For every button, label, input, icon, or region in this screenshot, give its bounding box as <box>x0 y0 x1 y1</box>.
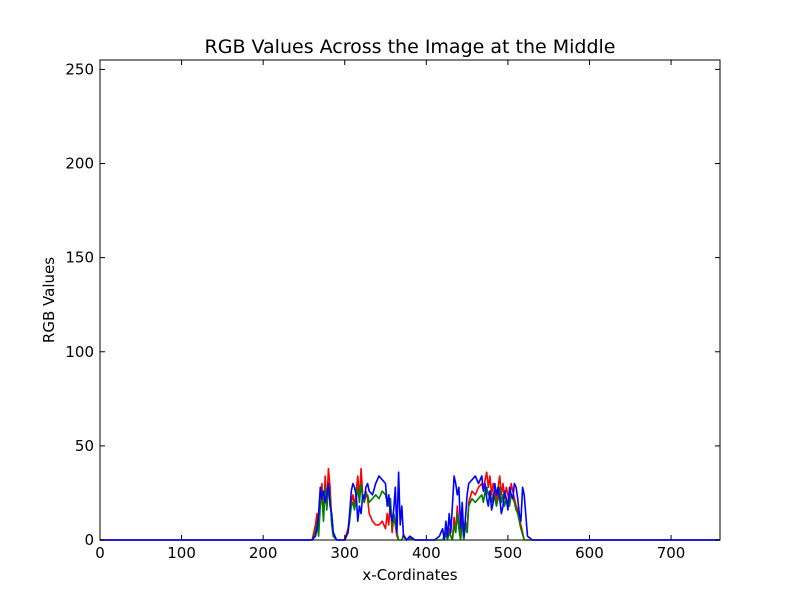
plot-area <box>99 59 721 541</box>
series-line-2 <box>100 471 720 541</box>
x-tick-label: 300 <box>330 544 359 562</box>
x-axis-label: x-Cordinates <box>362 566 457 584</box>
series-layer <box>100 467 720 541</box>
x-tick-label: 600 <box>575 544 604 562</box>
x-tick-label: 700 <box>657 544 686 562</box>
x-tick-label: 200 <box>249 544 278 562</box>
y-tick-label: 50 <box>75 437 94 455</box>
x-tick-label: 400 <box>412 544 441 562</box>
plot-frame <box>99 59 721 541</box>
y-tick-label: 150 <box>65 249 94 267</box>
y-tick-label: 250 <box>65 60 94 78</box>
x-tick-label: 0 <box>95 544 105 562</box>
x-tick-label: 100 <box>167 544 196 562</box>
y-axis-label: RGB Values <box>40 257 58 343</box>
ticks-layer: 0 100 200 300 400 500 600 700 0 50 100 150 200 250 <box>65 60 720 562</box>
y-tick-label: 100 <box>65 343 94 361</box>
y-tick-label: 0 <box>84 531 94 549</box>
x-tick-label: 500 <box>494 544 523 562</box>
chart-title: RGB Values Across the Image at the Middl… <box>205 36 616 58</box>
y-tick-label: 200 <box>65 155 94 173</box>
